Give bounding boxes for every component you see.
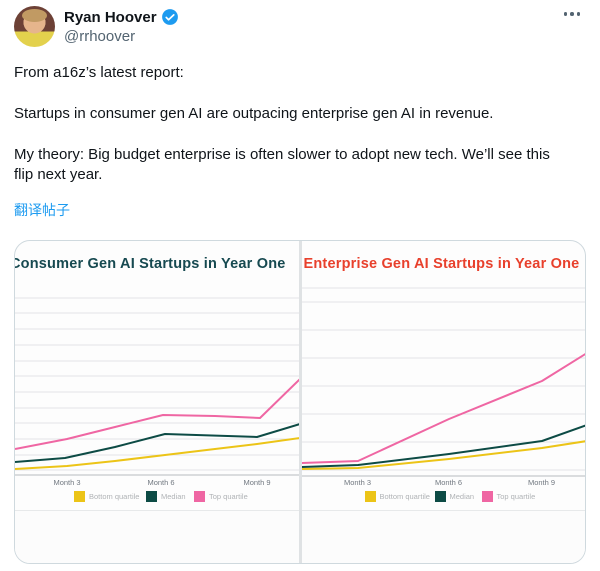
legend-label: Bottom quartile <box>89 492 140 501</box>
legend-swatch-median <box>434 491 446 502</box>
chart-canvas <box>301 287 585 477</box>
legend-swatch-median <box>146 491 157 502</box>
chart-title: Consumer Gen AI Startups in Year One <box>15 256 286 272</box>
legend-swatch-bottom-quartile <box>364 491 376 502</box>
legend-label: Top quartile <box>496 492 536 501</box>
legend-item: Top quartile <box>481 491 536 502</box>
tweet-text: From a16z’s latest report: Startups in c… <box>14 63 570 206</box>
series-line-bottom-quartile <box>301 440 585 470</box>
chart-card-divider <box>301 510 585 511</box>
tweet-paragraph: From a16z’s latest report: <box>14 64 184 81</box>
chart-card-footer <box>301 511 585 563</box>
legend-label: Median <box>449 492 475 501</box>
x-tick-label: Month 3 <box>53 478 81 487</box>
author-row: Ryan Hoover <box>64 8 179 26</box>
legend-swatch-top-quartile <box>194 491 205 502</box>
x-tick-label: Month 9 <box>527 478 556 487</box>
more-icon <box>563 12 567 16</box>
legend-swatch-top-quartile <box>481 491 493 502</box>
series-line-median <box>15 423 299 463</box>
legend-label: Top quartile <box>209 492 248 501</box>
legend-swatch-bottom-quartile <box>74 491 85 502</box>
chart-card-footer <box>15 511 299 563</box>
tweet-paragraph: My theory: Big budget enterprise is ofte… <box>14 146 550 183</box>
legend-item: Median <box>434 491 475 502</box>
chart-canvas <box>15 297 299 476</box>
x-tick-label: Month 3 <box>343 478 372 487</box>
legend-item: Median <box>146 491 186 502</box>
chart-title: Enterprise Gen AI Startups in Year One <box>303 256 580 272</box>
media-image-enterprise-chart[interactable]: Enterprise Gen AI Startups in Year One M… <box>301 241 585 563</box>
tweet-paragraph: Startups in consumer gen AI are outpacin… <box>14 105 494 122</box>
media-image-consumer-chart[interactable]: Consumer Gen AI Startups in Year One Mon… <box>15 241 299 563</box>
more-icon <box>570 12 574 16</box>
series-line-median <box>301 424 585 468</box>
media-grid: Consumer Gen AI Startups in Year One Mon… <box>14 240 586 564</box>
more-icon <box>576 12 580 16</box>
series-line-top-quartile <box>301 352 585 464</box>
avatar[interactable] <box>14 6 55 47</box>
x-tick-label: Month 6 <box>434 478 463 487</box>
verified-badge-icon <box>161 9 178 25</box>
more-button[interactable] <box>560 8 585 20</box>
author-name[interactable]: Ryan Hoover <box>64 8 157 26</box>
legend-label: Bottom quartile <box>379 492 430 501</box>
legend-item: Bottom quartile <box>364 491 430 502</box>
legend-item: Top quartile <box>194 491 248 502</box>
legend-item: Bottom quartile <box>74 491 139 502</box>
x-tick-label: Month 9 <box>243 478 271 487</box>
translate-post-link[interactable]: 翻译帖子 <box>14 202 70 218</box>
author-handle[interactable]: @rrhoover <box>64 28 136 45</box>
series-line-bottom-quartile <box>15 437 299 470</box>
chart-card-divider <box>15 510 299 511</box>
series-line-top-quartile <box>15 379 299 450</box>
avatar-photo-detail <box>22 9 47 22</box>
x-tick-label: Month 6 <box>147 478 175 487</box>
legend-label: Median <box>161 492 186 501</box>
